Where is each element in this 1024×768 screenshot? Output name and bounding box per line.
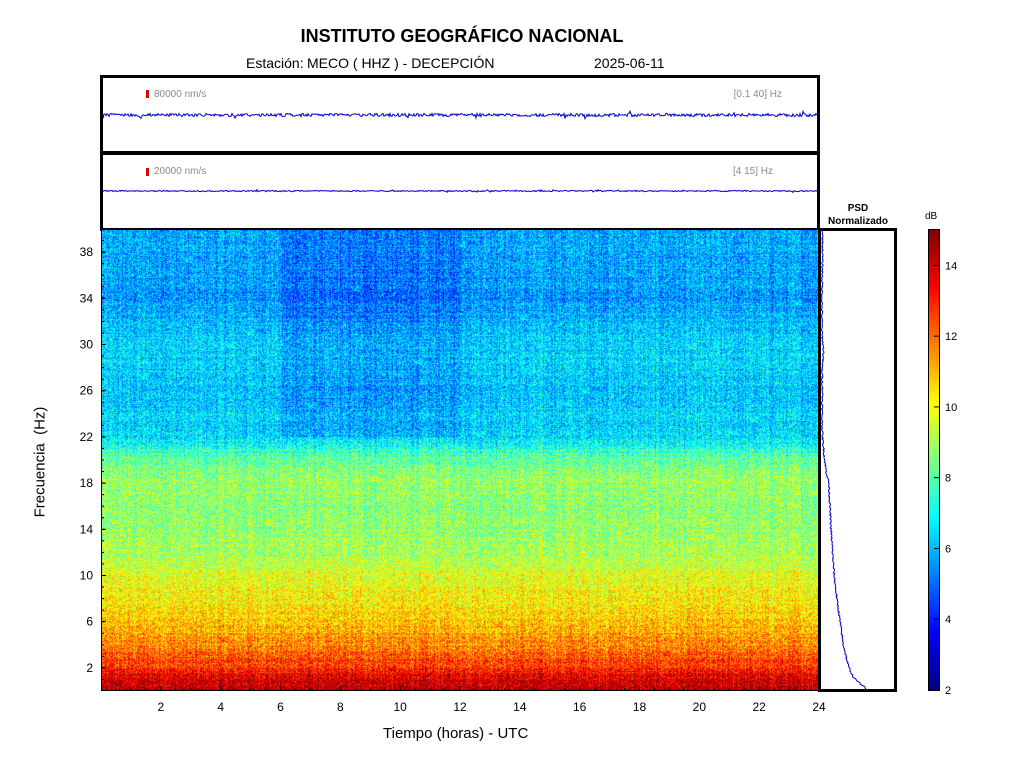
y-tick-label: 30: [80, 338, 94, 352]
x-tick-label: 12: [453, 700, 467, 714]
scale-label: 80000 nm/s: [154, 89, 207, 100]
seismogram-panel-filtered: 20000 nm/s [4 15] Hz: [100, 152, 820, 231]
colorbar-tick-label: 2: [945, 685, 951, 697]
band-label: [0.1 40] Hz: [733, 89, 782, 100]
seismogram-trace-broadband: [103, 109, 817, 121]
y-tick-label: 18: [80, 476, 94, 490]
psd-title-line2: Normalizado: [827, 216, 888, 227]
station-name: MECO ( HHZ ) - DECEPCIÓN: [307, 55, 495, 71]
psd-title: PSD Normalizado: [820, 202, 896, 228]
psd-curve: [821, 231, 867, 689]
date-label: 2025-06-11: [594, 55, 665, 71]
colorbar-gradient: [929, 230, 939, 690]
y-tick-label: 34: [80, 291, 94, 305]
y-tick-label: 2: [86, 661, 93, 675]
y-tick-label: 26: [80, 384, 94, 398]
scale-marker: [146, 168, 149, 176]
x-tick-label: 22: [752, 700, 766, 714]
x-tick-label: 24: [812, 700, 826, 714]
scale-label: 20000 nm/s: [154, 166, 207, 177]
colorbar-tick-label: 14: [945, 260, 957, 272]
x-tick-label: 8: [337, 700, 344, 714]
psd-panel: [818, 228, 897, 692]
colorbar-tick-label: 8: [945, 473, 951, 485]
band-label: [4 15] Hz: [732, 166, 773, 177]
scale-marker: [146, 90, 149, 98]
x-tick-label: 6: [277, 700, 284, 714]
colorbar-tick-label: 10: [945, 402, 957, 414]
x-tick-label: 14: [513, 700, 527, 714]
seismogram-panel-broadband: 80000 nm/s [0.1 40] Hz: [100, 75, 820, 154]
x-tick-label: 2: [157, 700, 164, 714]
y-tick-label: 6: [86, 615, 93, 629]
x-tick-label: 18: [633, 700, 647, 714]
colorbar-tick-label: 12: [945, 331, 957, 343]
colorbar-tick-label: 4: [945, 614, 951, 626]
spectrogram-heatmap: [102, 230, 818, 690]
x-tick-label: 16: [573, 700, 587, 714]
colorbar-label: dB: [925, 211, 938, 222]
x-tick-label: 10: [393, 700, 407, 714]
seismogram-trace-filtered: [103, 188, 817, 194]
x-axis-title: Tiempo (horas) - UTC: [383, 725, 529, 742]
station-label: Estación:: [246, 55, 304, 71]
psd-title-line1: PSD: [847, 203, 869, 214]
y-tick-label: 38: [80, 245, 94, 259]
spectrogram-frame: [101, 229, 819, 691]
colorbar-tick-label: 6: [945, 543, 951, 555]
y-tick-label: 10: [80, 569, 94, 583]
y-tick-label: 22: [80, 430, 94, 444]
institution-title: INSTITUTO GEOGRÁFICO NACIONAL: [300, 26, 624, 46]
x-tick-label: 20: [693, 700, 707, 714]
y-tick-label: 14: [80, 522, 94, 536]
x-tick-label: 4: [217, 700, 224, 714]
